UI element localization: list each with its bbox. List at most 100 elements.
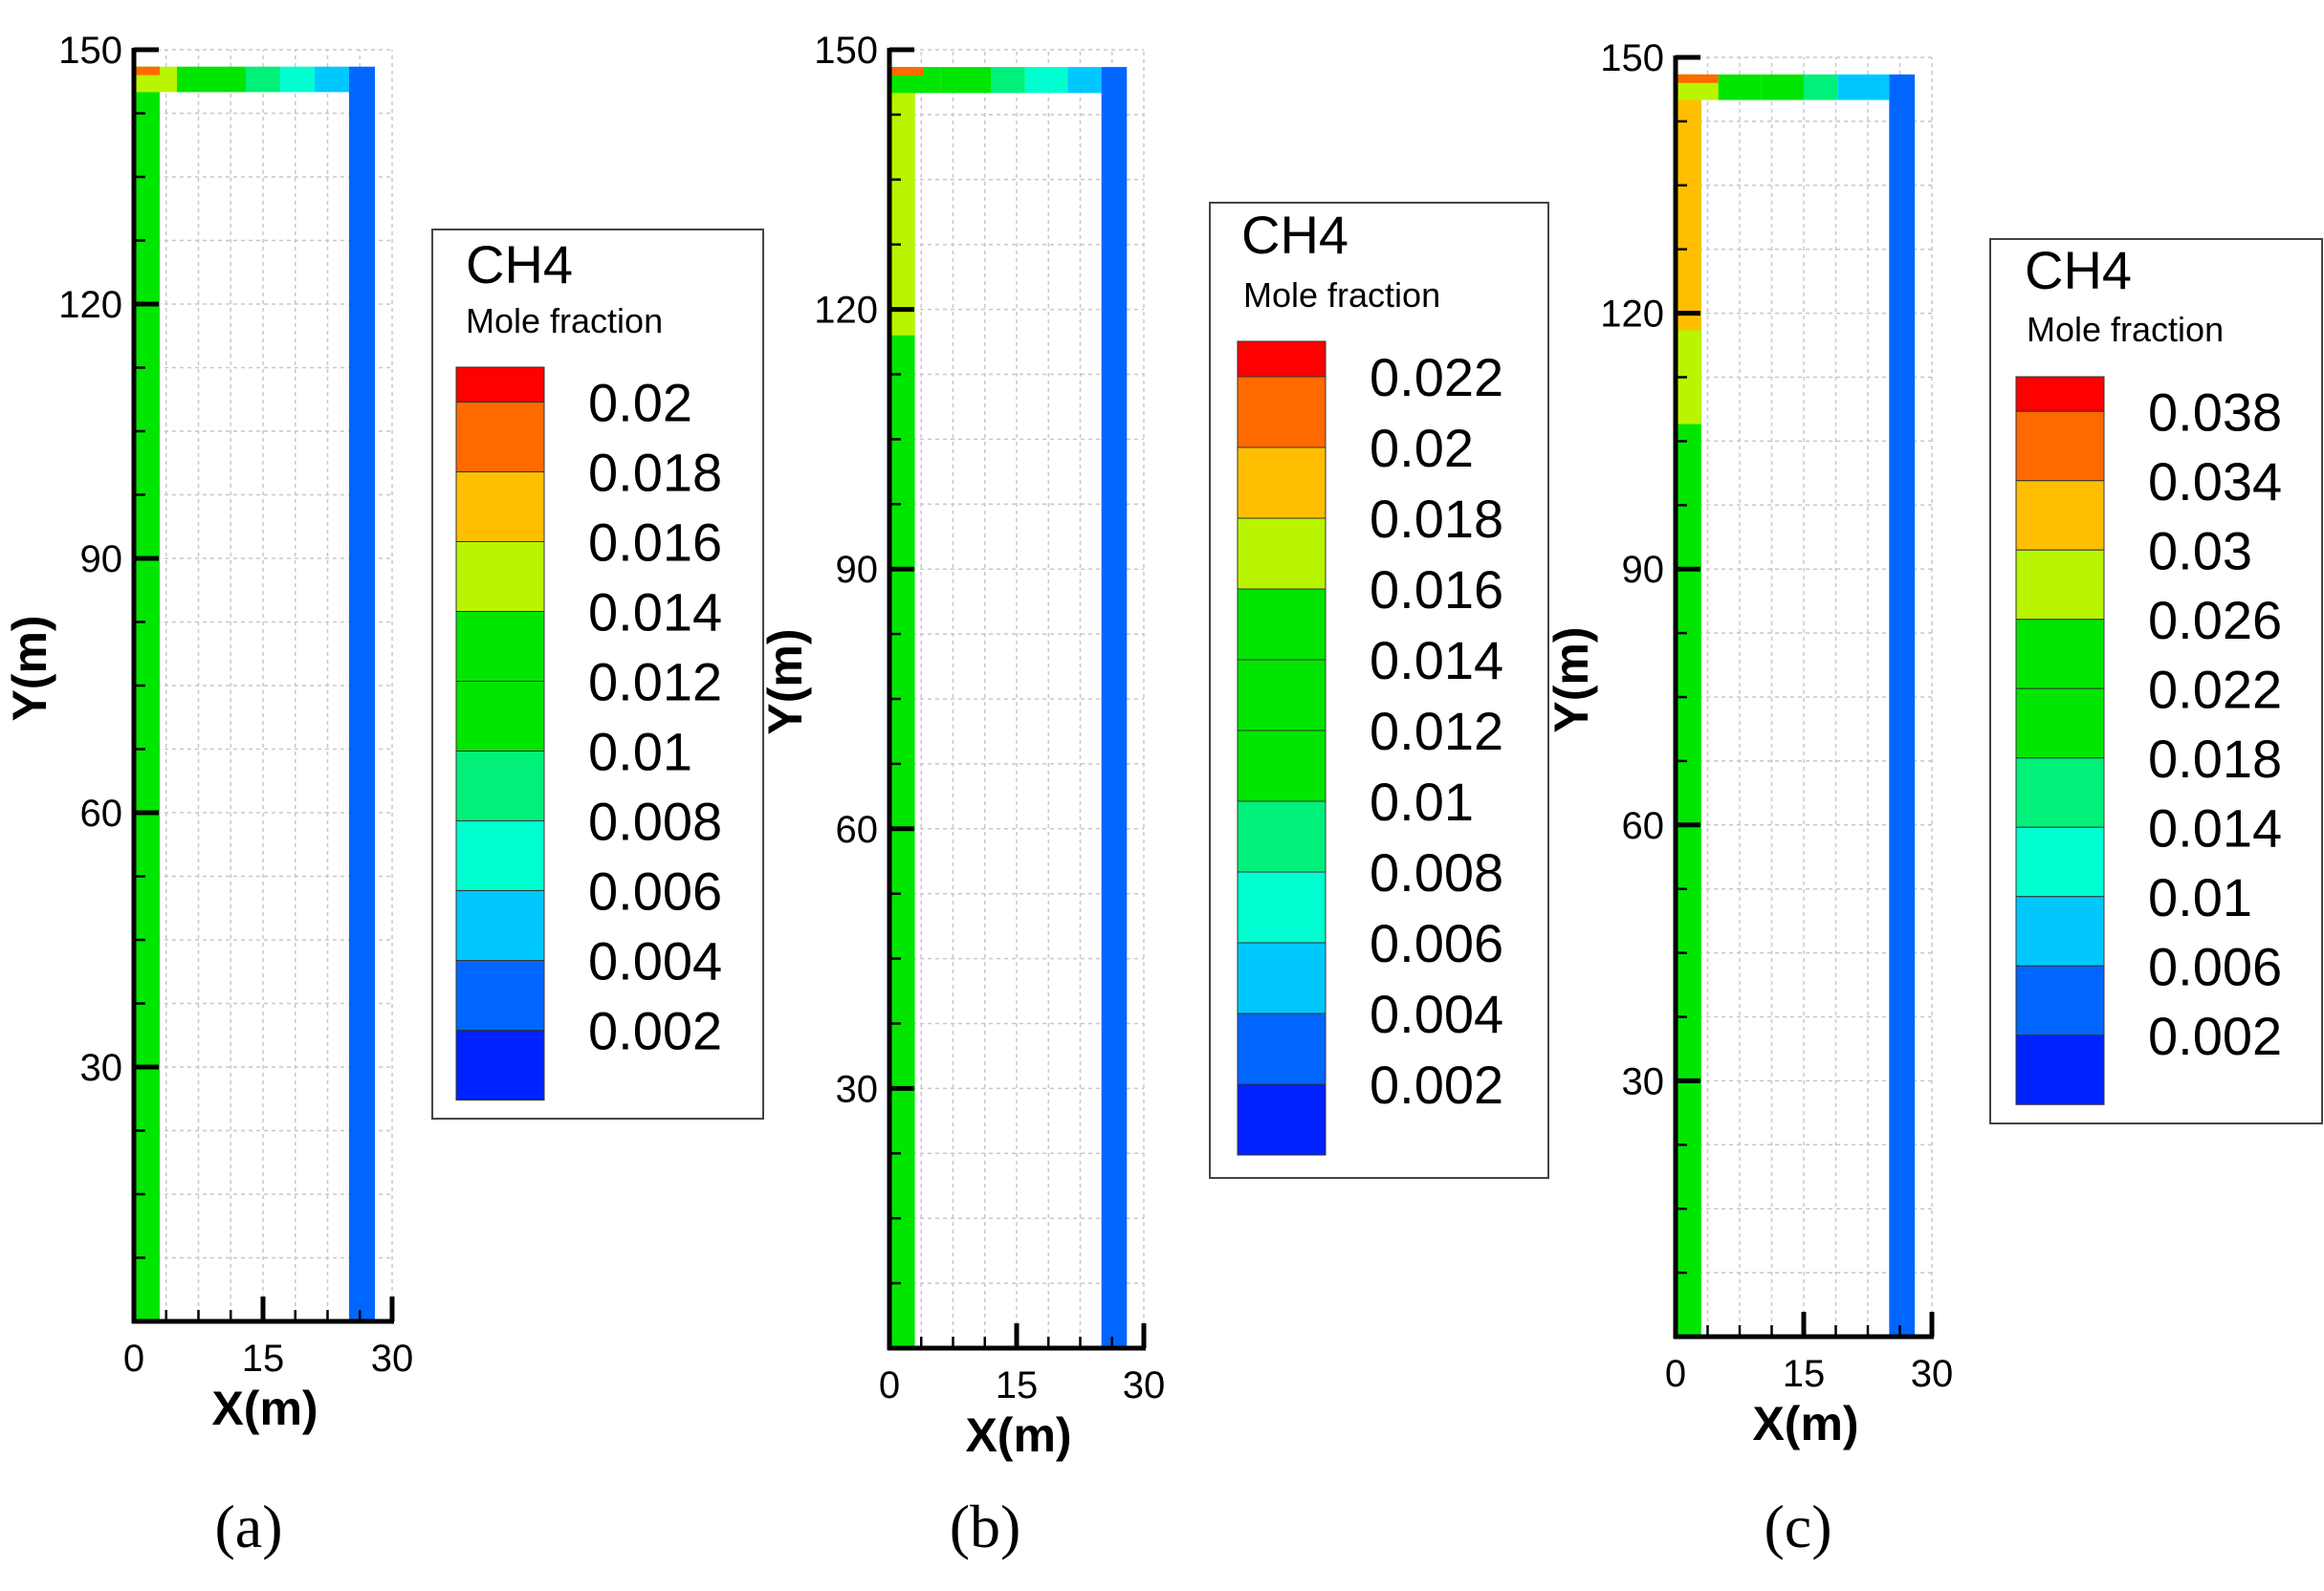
legend-swatch [2015,965,2105,1036]
legend-label: 0.006 [2148,936,2282,996]
legend-swatch [1237,659,1326,731]
y-tick-label: 60 [1622,805,1665,847]
contour-region [1676,91,1701,331]
legend-swatch [455,366,545,403]
legend-label: 0.004 [1370,984,1503,1044]
legend-label: 0.01 [2148,867,2252,927]
legend-label: 0.02 [588,373,692,433]
y-tick-label: 60 [836,809,879,851]
legend-title: CH4 [2025,240,2132,300]
y-tick-label: 30 [80,1047,123,1089]
legend-swatch [2015,896,2105,967]
contour-region [889,67,924,76]
legend-swatch [1237,376,1326,448]
x-tick-label: 0 [879,1364,900,1406]
y-tick-label: 120 [814,290,878,332]
contour-region [280,66,315,93]
contour-region [1718,74,1762,100]
x-axis-title: X(m) [1752,1397,1858,1450]
legend-label: 0.014 [588,582,722,643]
contour-region [940,67,992,94]
legend-label: 0.026 [2148,590,2282,650]
legend-swatch [1237,340,1326,378]
contour-region [991,67,1025,94]
legend-swatch [455,751,545,821]
legend-label: 0.002 [1370,1055,1503,1115]
legend-swatch [1237,1083,1326,1156]
legend-swatch [455,1030,545,1101]
panel-label: (b) [950,1493,1021,1560]
contour-region [1837,74,1890,100]
legend-label: 0.012 [1370,701,1503,761]
y-tick-label: 150 [58,30,122,72]
panel-label: (c) [1764,1493,1831,1560]
legend-label: 0.014 [1370,630,1503,690]
legend-swatch [2015,826,2105,898]
legend-label: 0.022 [2148,659,2282,719]
y-tick-label: 150 [1600,37,1664,79]
legend-label: 0.006 [588,861,722,922]
legend-swatch [1237,588,1326,661]
y-axis-title: Y(m) [758,628,812,734]
legend-label: 0.004 [588,931,722,992]
legend-swatch [455,541,545,612]
x-tick-label: 30 [1123,1364,1166,1406]
legend-swatch [455,681,545,752]
contour-region [315,66,349,93]
y-tick-label: 30 [836,1068,879,1110]
y-axis-title: Y(m) [1545,626,1598,732]
contour-region [1889,74,1916,1338]
y-tick-label: 150 [814,30,878,72]
x-tick-label: 15 [242,1338,285,1380]
chart-panel-a: 30 60 90 120 150 0 15 30 X(m) Y(m) CH4 Mole fractio… [3,30,764,1560]
legend-label: 0.016 [588,512,722,573]
legend-label: 0.008 [1370,842,1503,903]
legend-label: 0.012 [588,652,722,712]
legend-label: 0.01 [588,722,692,782]
legend-swatch [455,890,545,961]
x-tick-label: 0 [1665,1353,1686,1395]
legend-label: 0.034 [2148,451,2282,512]
legend-title: CH4 [1241,205,1348,265]
x-tick-label: 0 [123,1338,144,1380]
contour-region [177,66,246,93]
contour-region [134,66,160,76]
contour-region [349,66,375,1322]
contour-region [246,66,280,93]
x-tick-label: 15 [1783,1353,1826,1395]
legend-label: 0.018 [1370,489,1503,549]
x-tick-label: 30 [1911,1353,1954,1395]
legend-title: CH4 [466,234,573,294]
legend-swatch [455,820,545,891]
y-tick-label: 60 [80,793,123,835]
contour-region [889,84,915,336]
legend-swatch [455,402,545,472]
y-tick-label: 120 [1600,294,1664,336]
y-tick-label: 120 [58,284,122,326]
chart-panel-c: 30 60 90 120 150 0 15 30 X(m) Y(m) CH4 Mole fractio… [1545,37,2323,1560]
legend-swatch [2015,549,2105,621]
legend-swatch [1237,942,1326,1014]
legend-label: 0.03 [2148,520,2252,580]
legend-label: 0.02 [1370,418,1474,478]
contour-region [134,66,160,1322]
legend-swatch [2015,376,2105,412]
legend-label: 0.006 [1370,913,1503,973]
legend-label: 0.016 [1370,559,1503,620]
x-tick-label: 15 [996,1364,1039,1406]
legend-swatch [1237,800,1326,873]
legend-label: 0.008 [588,792,722,852]
contour-region [1761,74,1804,100]
legend-subtitle: Mole fraction [1243,275,1440,315]
legend-swatch [455,611,545,682]
legend-swatch [2015,619,2105,689]
y-tick-label: 30 [1622,1060,1665,1102]
legend-label: 0.038 [2148,381,2282,442]
legend-swatch [455,471,545,542]
legend-label: 0.022 [1370,347,1503,407]
y-tick-label: 90 [80,538,123,580]
x-tick-label: 30 [371,1338,414,1380]
legend-swatch [2015,1035,2105,1105]
legend-swatch [2015,410,2105,482]
y-axis-title: Y(m) [3,615,56,721]
